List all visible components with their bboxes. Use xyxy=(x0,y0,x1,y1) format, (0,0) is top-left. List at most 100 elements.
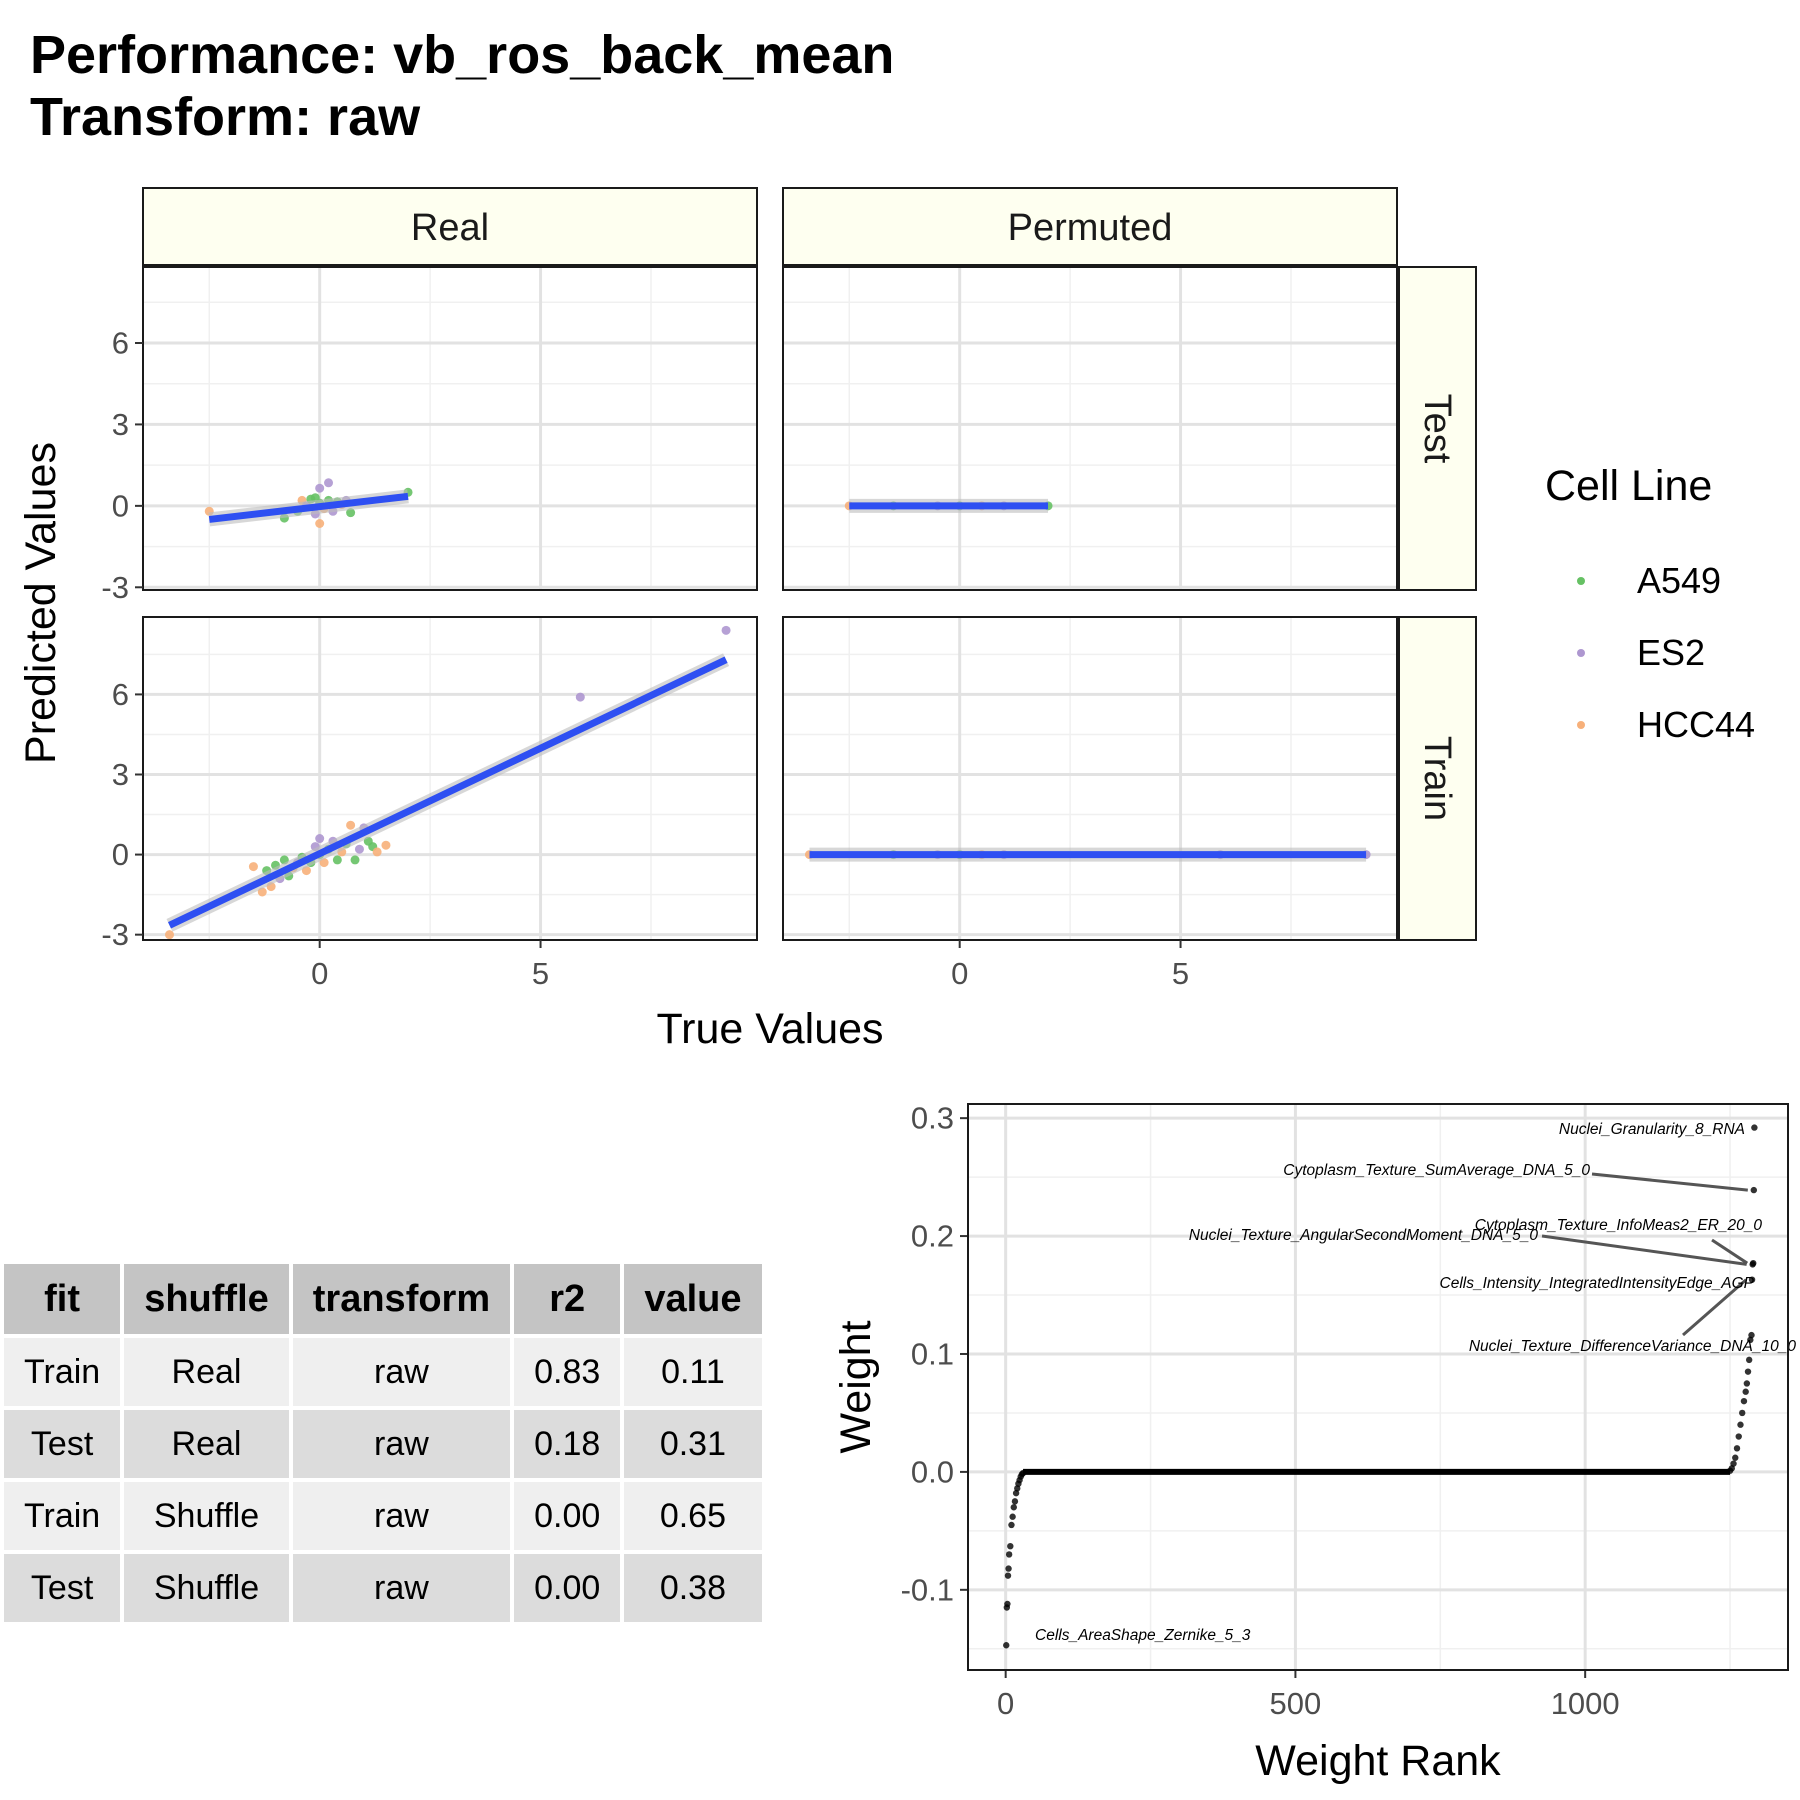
weight-point xyxy=(1748,1331,1755,1339)
annotation-leader xyxy=(1541,1234,1747,1266)
table-row: Train Shuffle raw 0.00 0.65 xyxy=(4,1482,762,1550)
table-header-fit: fit xyxy=(4,1264,121,1334)
y-axis-label: Predicted Values xyxy=(17,442,65,764)
table-cell: 0.83 xyxy=(514,1338,621,1406)
weight-point xyxy=(1011,1498,1019,1505)
panel-real-train xyxy=(142,616,758,941)
table-header-row: fit shuffle transform r2 value xyxy=(4,1264,762,1334)
x-tick-label: 5 xyxy=(532,956,549,991)
y-tick-label: -3 xyxy=(101,570,129,605)
data-point xyxy=(315,834,325,844)
y-tick-label: 3 xyxy=(112,407,129,442)
chart-title-line2: Transform: raw xyxy=(30,87,421,147)
y-tick-label: 6 xyxy=(112,677,129,712)
table-header-transform: transform xyxy=(292,1264,511,1334)
data-point xyxy=(346,508,356,518)
x-tick-label: 0 xyxy=(311,956,328,991)
table-cell: Real xyxy=(124,1410,289,1478)
table-cell: 0.11 xyxy=(624,1338,762,1406)
data-point xyxy=(350,855,360,865)
y-tick-label: 3 xyxy=(112,757,129,792)
weight-point xyxy=(1747,1336,1754,1344)
data-point xyxy=(721,625,731,635)
table-body: Train Real raw 0.83 0.11 Test Real raw 0.18 0.31 T… xyxy=(4,1338,762,1622)
legend-item: HCC44 xyxy=(1545,689,1755,761)
data-point xyxy=(575,692,585,702)
feature-annotation: Cells_Intensity_IntegratedIntensityEdge_… xyxy=(1440,1275,1755,1292)
y-axis-label: Weight xyxy=(832,1320,880,1453)
weight-point xyxy=(1009,1513,1016,1520)
weight-point xyxy=(1743,1380,1751,1387)
weight-point xyxy=(1004,1600,1011,1608)
legend-item: A549 xyxy=(1545,545,1755,617)
weight-point xyxy=(1732,1454,1739,1461)
table-header-r2: r2 xyxy=(514,1264,621,1334)
chart-title-line1: Performance: vb_ros_back_mean xyxy=(30,25,895,85)
panel-border xyxy=(142,266,758,591)
facet-strip-permuted xyxy=(782,187,1398,266)
y-tick-label: 0 xyxy=(112,837,129,872)
y-tick-label: 0.2 xyxy=(911,1219,954,1254)
weight-point xyxy=(1739,1409,1746,1417)
weight-point xyxy=(1019,1469,1027,1477)
panel-border xyxy=(142,616,758,941)
legend-label: HCC44 xyxy=(1637,704,1756,745)
facet-strip-test xyxy=(1398,266,1477,591)
y-tick-label: 6 xyxy=(112,326,129,361)
table-cell: 0.31 xyxy=(624,1410,762,1478)
data-point xyxy=(346,820,356,830)
x-tick-label: 1000 xyxy=(1551,1686,1620,1721)
weight-point xyxy=(1750,1186,1758,1194)
table-header-shuffle: shuffle xyxy=(124,1264,289,1334)
data-point xyxy=(248,862,258,872)
y-tick-label: 0.0 xyxy=(911,1454,954,1489)
weight-point xyxy=(1012,1489,1020,1497)
feature-annotation: Cytoplasm_Texture_SumAverage_DNA_5_0 xyxy=(1283,1162,1590,1179)
data-point xyxy=(165,930,175,940)
annotation-leader xyxy=(1591,1172,1748,1192)
facet-strip-label: Permuted xyxy=(1008,207,1173,249)
weight-point xyxy=(1005,1565,1012,1572)
legend-key-dot xyxy=(1577,577,1585,585)
table-cell: Test xyxy=(4,1554,121,1622)
x-tick-label: 5 xyxy=(1172,956,1189,991)
legend: Cell Line A549 ES2 HCC44 xyxy=(1545,462,1755,761)
data-point xyxy=(354,844,364,854)
table-row: Test Shuffle raw 0.00 0.38 xyxy=(4,1554,762,1622)
table-cell: 0.18 xyxy=(514,1410,621,1478)
facet-strip-label: Real xyxy=(411,207,489,249)
table-cell: 0.65 xyxy=(624,1482,762,1550)
data-point xyxy=(372,847,382,857)
data-point xyxy=(315,483,325,493)
table-cell: raw xyxy=(292,1338,511,1406)
x-tick-label: 0 xyxy=(951,956,968,991)
legend-key-dot xyxy=(1577,649,1585,657)
panel-border xyxy=(782,266,1398,591)
table-cell: 0.00 xyxy=(514,1482,621,1550)
weight-point xyxy=(1735,1433,1742,1440)
feature-annotation: Cytoplasm_Texture_InfoMeas2_ER_20_0 xyxy=(1475,1217,1763,1234)
weight-point xyxy=(1017,1473,1024,1480)
weight-point xyxy=(1728,1465,1735,1472)
table-cell: raw xyxy=(292,1554,511,1622)
fit-line xyxy=(208,492,409,523)
panel-permuted-test xyxy=(782,266,1398,591)
weight-point xyxy=(1003,1604,1011,1611)
weight-point xyxy=(1740,1397,1748,1405)
fit-line xyxy=(167,656,728,929)
data-point xyxy=(315,519,325,528)
weight-point xyxy=(1745,1356,1753,1364)
table-cell: Shuffle xyxy=(124,1554,289,1622)
panel-permuted-train xyxy=(782,616,1398,941)
table-cell: 0.38 xyxy=(624,1554,762,1622)
feature-annotation: Nuclei_Granularity_8_RNA xyxy=(1559,1121,1745,1138)
annotation-leader xyxy=(1682,1278,1748,1337)
weight-point xyxy=(1733,1445,1741,1452)
table-cell: Train xyxy=(4,1338,121,1406)
panel-real-test xyxy=(142,266,758,591)
legend-label: ES2 xyxy=(1637,632,1706,673)
weight-point xyxy=(1749,1261,1756,1268)
weight-point xyxy=(1003,1642,1010,1649)
table-cell: Real xyxy=(124,1338,289,1406)
y-tick-label: -0.1 xyxy=(901,1572,954,1607)
